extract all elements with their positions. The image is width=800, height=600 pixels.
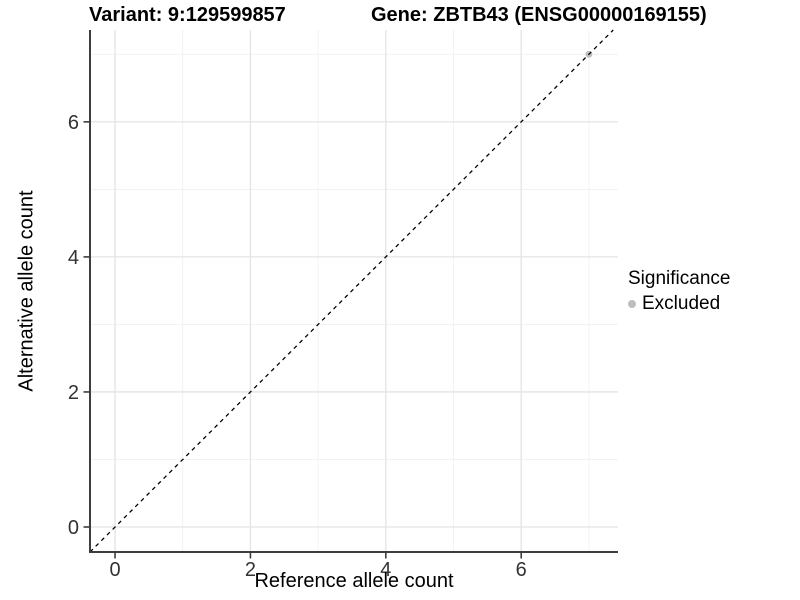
- x-tick-label: 4: [380, 559, 391, 581]
- identity-dashed-line: [89, 29, 614, 553]
- legend: Significance Excluded: [628, 268, 730, 315]
- legend-key-dot: [628, 300, 636, 308]
- y-tick-label: 4: [68, 247, 79, 269]
- x-axis-title: Reference allele count: [254, 570, 454, 592]
- y-tick-label: 6: [68, 112, 79, 134]
- legend-item-label: Excluded: [642, 293, 721, 314]
- y-tick-label: 2: [68, 382, 79, 404]
- plot-title-variant: Variant: 9:129599857: [89, 4, 286, 26]
- legend-item-excluded: Excluded: [628, 293, 730, 315]
- legend-title: Significance: [628, 268, 731, 289]
- y-tick-label: 0: [68, 517, 79, 539]
- plot-title-gene: Gene: ZBTB43 (ENSG00000169155): [371, 4, 707, 26]
- legend-items: Excluded: [628, 293, 730, 315]
- y-axis-title: Alternative allele count: [15, 190, 38, 392]
- x-tick-label: 0: [109, 559, 120, 581]
- x-tick-label: 6: [516, 559, 527, 581]
- x-tick-label: 2: [245, 559, 256, 581]
